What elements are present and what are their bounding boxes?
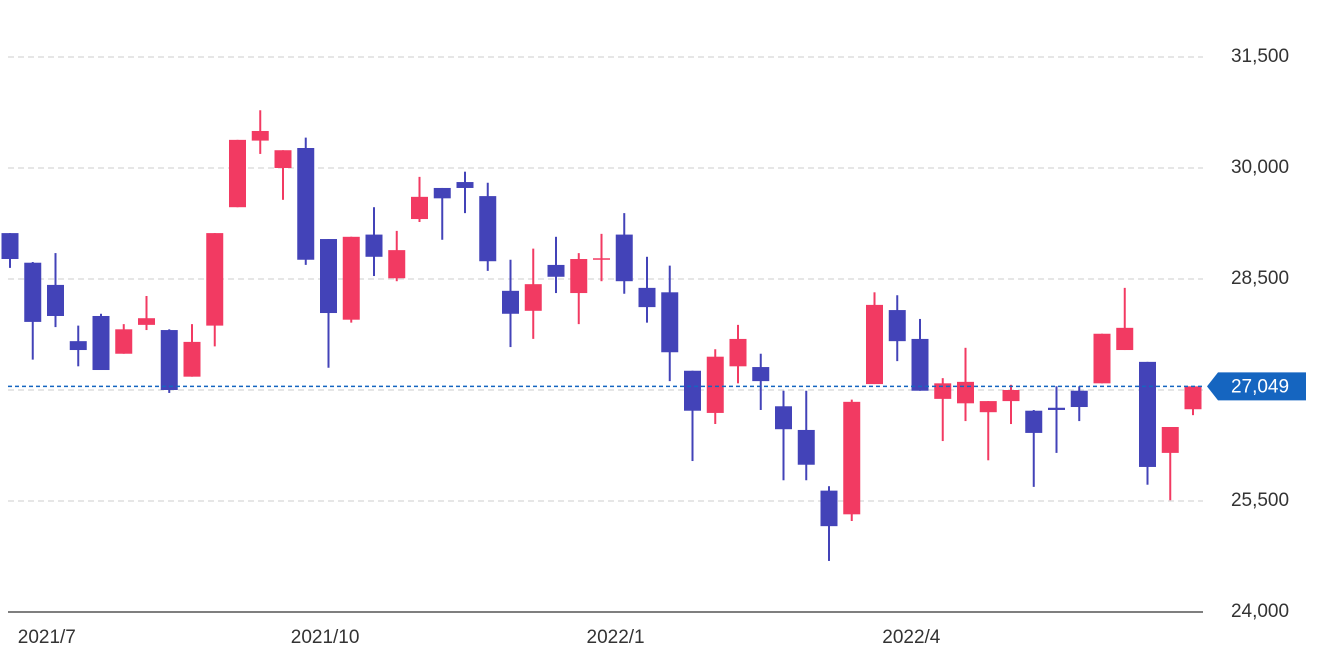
candle-body: [456, 182, 474, 188]
last-price-label: 27,049: [1231, 376, 1289, 397]
candle-body: [388, 250, 406, 279]
candle-body: [615, 234, 633, 282]
y-tick-label: 30,000: [1231, 157, 1289, 178]
candle-body: [797, 429, 815, 465]
candle-body: [69, 341, 87, 351]
y-tick-label: 25,500: [1231, 490, 1289, 511]
candle-body: [1161, 426, 1179, 453]
candle-body: [684, 370, 701, 411]
candle-body: [342, 236, 360, 320]
candle-body: [1184, 386, 1202, 410]
candle-body: [524, 284, 542, 311]
candle-body: [365, 234, 383, 257]
candle-body: [24, 262, 42, 322]
candle-body: [92, 315, 110, 371]
candle-body: [729, 338, 747, 367]
candle-body: [888, 310, 906, 342]
candle-body: [47, 284, 64, 316]
candle-body: [911, 338, 929, 391]
candle-body: [957, 381, 974, 404]
candle-body: [1093, 333, 1111, 384]
candle-body: [115, 329, 133, 354]
candle-body: [160, 330, 178, 390]
x-tick-label: 2021/10: [291, 627, 360, 648]
candle-body: [1070, 390, 1088, 408]
candle-body: [1139, 361, 1156, 467]
candle-body: [411, 196, 428, 220]
candle-body: [866, 304, 883, 385]
candle-body: [593, 258, 610, 260]
candle-body: [979, 401, 997, 413]
candle-body: [1025, 410, 1043, 433]
x-tick-label: 2021/7: [18, 627, 76, 648]
candle-body: [433, 187, 451, 199]
candle-body: [820, 490, 838, 527]
x-tick-label: 2022/4: [882, 627, 941, 648]
candle-body: [183, 341, 201, 377]
candle-body: [206, 233, 224, 326]
candle-body: [706, 356, 724, 413]
candle-body: [1048, 407, 1065, 410]
candle-body: [843, 401, 861, 515]
candle-body: [1, 233, 19, 260]
last-price-tag: [1207, 372, 1306, 401]
candle-body: [274, 150, 292, 168]
candle-body: [297, 148, 315, 260]
candle-body: [1002, 389, 1020, 402]
candle-body: [1116, 327, 1134, 351]
candle-body: [479, 196, 497, 262]
candle-body: [775, 406, 792, 430]
x-tick-label: 2022/1: [587, 627, 645, 648]
candle-body: [661, 292, 679, 353]
candle-body: [934, 383, 952, 399]
candle-body: [229, 139, 246, 208]
y-tick-label: 31,500: [1231, 46, 1289, 67]
candle-body: [502, 290, 519, 314]
candle-body: [547, 264, 565, 277]
candle-body: [570, 259, 588, 294]
candle-body: [138, 318, 155, 325]
y-tick-label: 24,000: [1231, 601, 1289, 622]
candle-body: [251, 130, 269, 141]
candle-body: [320, 239, 337, 314]
y-tick-label: 28,500: [1231, 268, 1289, 289]
candle-body: [752, 367, 770, 382]
candle-body: [638, 287, 656, 308]
